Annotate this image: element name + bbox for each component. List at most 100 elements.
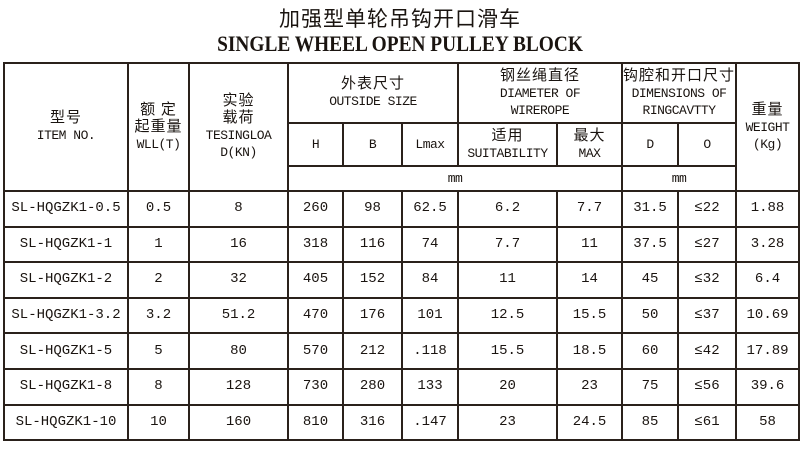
header-lmax: Lmax: [401, 122, 459, 167]
cell-suitability: 12.5: [457, 296, 558, 335]
cell-wll: 2: [127, 261, 190, 299]
table-row: SL-HQGZK1-0.5 0.5 8 260 98 62.5 6.2 7.7 31.5 ≤22 1…: [3, 190, 800, 228]
table-row: SL-HQGZK1-2 2 32 405 152 84 11 14 45 ≤32 6.4: [3, 261, 800, 299]
cell-o: ≤27: [677, 225, 738, 264]
cell-max: 24.5: [555, 403, 624, 442]
cell-o: ≤32: [677, 261, 738, 299]
cell-b: 176: [342, 296, 403, 335]
cell-d: 37.5: [621, 225, 680, 264]
header-wll-zh2: 起重量: [134, 118, 183, 135]
cell-b: 280: [342, 367, 403, 406]
cell-h: 730: [287, 367, 344, 406]
header-outside-size: 外表尺寸 OUTSIDE SIZE: [287, 62, 459, 124]
cell-max: 18.5: [555, 332, 624, 370]
cell-max: 15.5: [555, 296, 624, 335]
cell-d: 85: [621, 403, 680, 442]
table-row: SL-HQGZK1-1 1 16 318 116 74 7.7 11 37.5 ≤27 3.28: [3, 225, 800, 264]
cell-d: 75: [621, 367, 680, 406]
cell-lmax: 133: [401, 367, 459, 406]
cell-wll: 3.2: [127, 296, 190, 335]
cell-d: 31.5: [621, 190, 680, 228]
cell-wll: 0.5: [127, 190, 190, 228]
cell-lmax: 101: [401, 296, 459, 335]
header-test-zh1: 实验: [222, 93, 255, 109]
cell-test-load: 128: [188, 367, 289, 406]
header-outside-zh: 外表尺寸: [340, 76, 405, 92]
header-test-en1: TESINGLOA: [205, 128, 272, 143]
cell-h: 810: [287, 403, 344, 442]
header-item-en: ITEM NO.: [36, 128, 96, 143]
header-weight: 重量 WEIGHT (Kg): [735, 62, 800, 192]
cell-item-no: SL-HQGZK1-2: [3, 261, 129, 299]
title-chinese: 加强型单轮吊钩开口滑车: [279, 7, 521, 31]
cell-o: ≤56: [677, 367, 738, 406]
cell-item-no: SL-HQGZK1-5: [3, 332, 129, 370]
cell-weight: 58: [735, 403, 800, 442]
cell-wll: 5: [127, 332, 190, 370]
cell-lmax: 74: [401, 225, 459, 264]
header-wirerope-en1: DIAMETER OF: [499, 85, 581, 101]
header-suit-zh: 适用: [491, 127, 524, 144]
cell-test-load: 51.2: [188, 296, 289, 335]
pulley-spec-table: 型号 ITEM NO. 额 定起重量 WLL(T) 实验 载荷 TESINGLOA D(K…: [3, 62, 800, 442]
cell-item-no: SL-HQGZK1-10: [3, 403, 129, 442]
cell-weight: 3.28: [735, 225, 800, 264]
cell-test-load: 32: [188, 261, 289, 299]
cell-b: 152: [342, 261, 403, 299]
table-row: SL-HQGZK1-10 10 160 810 316.147 23 24.5 85 ≤61 58: [3, 403, 800, 442]
cell-lmax: 62.5: [401, 190, 459, 228]
header-outside-en: OUTSIDE SIZE: [329, 94, 417, 109]
header-max-en: MAX: [578, 145, 601, 161]
header-item-no: 型号 ITEM NO.: [3, 62, 129, 192]
header-ring-zh: 钩腔和开口尺寸: [623, 67, 736, 84]
cell-o: ≤22: [677, 190, 738, 228]
cell-weight: 10.69: [735, 296, 800, 335]
cell-h: 260: [287, 190, 344, 228]
cell-item-no: SL-HQGZK1-8: [3, 367, 129, 406]
header-ring-en2: RINGCAVTTY: [642, 102, 717, 118]
cell-suitability: 11: [457, 261, 558, 299]
header-ring-cavity: 钩腔和开口尺寸 DIMENSIONS OF RINGCAVTTY: [621, 62, 738, 124]
header-o: O: [677, 122, 738, 167]
header-max: 最大 MAX: [555, 122, 624, 167]
header-wirerope-en2: WIREROPE: [510, 102, 570, 118]
cell-wll: 1: [127, 225, 190, 264]
cell-item-no: SL-HQGZK1-1: [3, 225, 129, 264]
cell-max: 14: [555, 261, 624, 299]
header-max-zh: 最大: [573, 127, 606, 144]
cell-max: 11: [555, 225, 624, 264]
cell-max: 7.7: [555, 190, 624, 228]
header-test-zh2: 载荷: [222, 110, 255, 126]
cell-h: 405: [287, 261, 344, 299]
unit-mm-size: mm: [286, 165, 624, 192]
cell-test-load: 8: [188, 190, 289, 228]
cell-wll: 10: [127, 403, 190, 442]
cell-o: ≤61: [677, 403, 738, 442]
cell-lmax: 84: [401, 261, 459, 299]
cell-b: 212: [342, 332, 403, 370]
cell-h: 470: [287, 296, 344, 335]
cell-d: 50: [621, 296, 680, 335]
cell-test-load: 16: [188, 225, 289, 264]
header-test-load: 实验 载荷 TESINGLOA D(KN): [188, 62, 289, 192]
cell-h: 318: [287, 225, 344, 264]
header-suit-en: SUITABILITY: [467, 145, 548, 161]
cell-d: 45: [621, 261, 680, 299]
table-row: SL-HQGZK1-5 5 80 570 212.118 15.5 18.5 60 ≤42 17.…: [3, 332, 800, 370]
header-weight-en1: WEIGHT: [745, 119, 790, 135]
cell-suitability: 7.7: [457, 225, 558, 264]
header-wirerope: 钢丝绳直径 DIAMETER OF WIREROPE: [456, 62, 624, 124]
cell-o: ≤42: [677, 332, 738, 370]
header-ring-en1: DIMENSIONS OF: [631, 85, 727, 101]
cell-lmax: .118: [401, 332, 459, 370]
header-wll-zh1: 额 定: [140, 101, 177, 118]
cell-weight: 39.6: [735, 367, 800, 406]
cell-item-no: SL-HQGZK1-0.5: [3, 190, 129, 228]
unit-mm-ring: mm: [621, 165, 738, 192]
cell-suitability: 15.5: [457, 332, 558, 370]
cell-item-no: SL-HQGZK1-3.2: [3, 296, 129, 335]
header-test-en2: D(KN): [220, 145, 257, 160]
cell-weight: 17.89: [735, 332, 800, 370]
header-wll: 额 定起重量 WLL(T): [127, 62, 190, 192]
header-item-zh: 型号: [49, 110, 82, 126]
